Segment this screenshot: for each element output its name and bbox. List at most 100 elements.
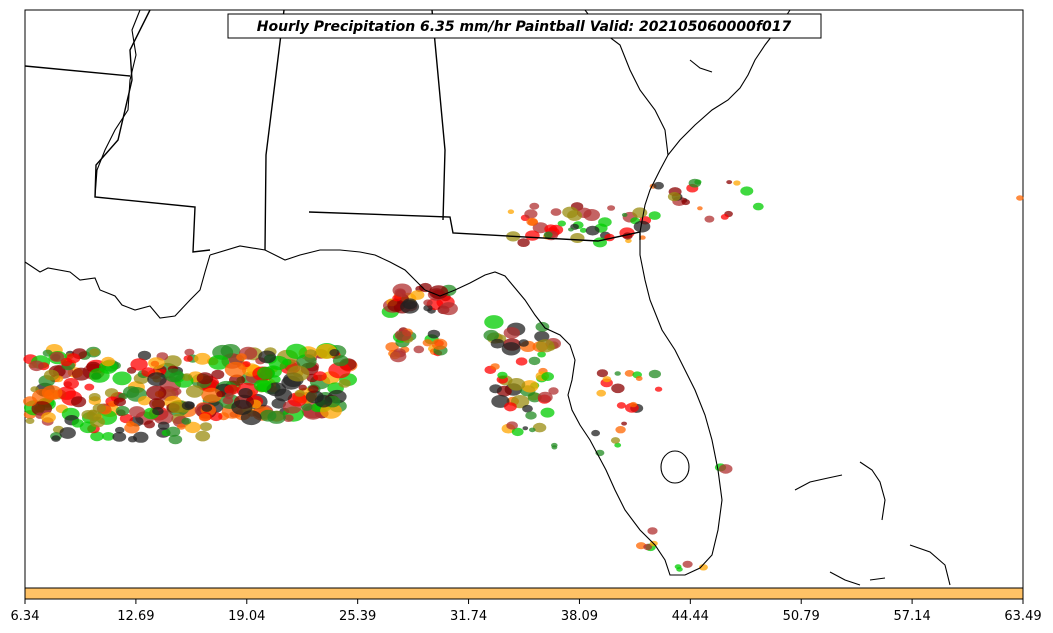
paintball-blob	[551, 442, 558, 448]
paintball-blob	[653, 181, 664, 190]
paintball-blob	[260, 409, 277, 422]
paintball-blob	[157, 421, 170, 430]
paintball-blob	[201, 387, 223, 403]
paintball-blob	[532, 422, 547, 433]
paintball-blob	[308, 385, 319, 393]
paintball-blob	[201, 404, 213, 412]
title-box	[227, 13, 822, 39]
colorbar-tick-label: 12.69	[117, 609, 154, 624]
paintball-blob	[624, 370, 635, 377]
paintball-blob	[31, 401, 53, 416]
paintball-blob	[529, 202, 540, 210]
paintball-blob	[49, 351, 65, 362]
colorbar-tick-label: 38.09	[561, 609, 598, 624]
colorbar-tick-label: 50.79	[783, 609, 820, 624]
paintball-blob	[614, 371, 621, 376]
state-line-ga-fl	[308, 211, 641, 242]
paintball-blob	[183, 355, 193, 362]
paintball-blob	[501, 342, 521, 356]
state-line-ms-al	[94, 9, 211, 253]
paintball-blob	[515, 357, 528, 366]
paintball-blob	[497, 371, 508, 379]
paintball-blob	[524, 209, 538, 219]
paintball-blob	[258, 350, 276, 364]
paintball-blob	[726, 180, 733, 185]
paintball-blob	[184, 421, 201, 434]
paintball-blob	[568, 227, 574, 232]
paintball-blob	[610, 437, 621, 444]
paintball-blob	[89, 368, 110, 383]
paintball-blob	[71, 419, 84, 428]
paintball-blob	[102, 432, 115, 441]
paintball-blob	[23, 396, 38, 407]
paintball-blob	[543, 231, 553, 238]
paintball-blob	[257, 366, 276, 380]
paintball-blob	[198, 413, 211, 422]
mississippi-river	[94, 9, 141, 198]
paintball-blob	[149, 398, 165, 410]
paintball-blob	[413, 345, 425, 354]
paintball-blob	[283, 414, 294, 423]
paintball-blob	[51, 435, 61, 442]
paintball-blob	[146, 385, 167, 400]
bahamas-4	[829, 571, 861, 586]
paintball-blob	[540, 407, 555, 418]
paintball-blob	[504, 402, 517, 412]
paintball-blob	[674, 564, 682, 570]
paintball-blob	[733, 180, 741, 186]
paintball-blob	[526, 217, 538, 226]
paintball-blob	[84, 383, 95, 391]
paintball-blob	[25, 417, 35, 424]
paintball-blob	[137, 396, 151, 406]
paintball-blob	[427, 329, 441, 339]
paintball-blob	[128, 436, 137, 443]
paintball-blob	[194, 352, 211, 365]
paintball-blob	[208, 355, 230, 370]
paintball-blob	[570, 233, 585, 243]
paintball-blob	[332, 355, 349, 367]
paintball-blob	[72, 367, 91, 381]
paintball-blob	[253, 379, 272, 392]
paintball-blob	[635, 376, 643, 381]
paintball-blob	[329, 349, 340, 357]
paintball-blob	[231, 399, 253, 415]
paintball-blob	[410, 290, 425, 300]
paintball-blob	[44, 369, 59, 381]
paintball-blob	[385, 342, 399, 352]
atlantic-coast	[639, 9, 791, 233]
paintball-blob	[439, 302, 458, 316]
paintball-blob	[633, 220, 651, 233]
paintball-blob	[130, 358, 148, 371]
state-line-tn-ms	[24, 65, 131, 77]
paintball-blob	[718, 464, 733, 474]
paintball-blob	[147, 372, 167, 387]
paintball-blob	[567, 210, 583, 221]
paintball-blob	[611, 383, 625, 394]
paintball-blob	[113, 397, 127, 407]
paintball-blob	[29, 360, 44, 372]
paintball-blob	[591, 429, 600, 437]
paintball-blob	[60, 357, 73, 367]
paintball-blob	[168, 434, 183, 445]
paintball-blob	[150, 360, 160, 367]
colorbar-tick-label: 25.39	[339, 609, 376, 624]
paintball-blob	[266, 382, 287, 397]
bahamas-5	[869, 577, 886, 581]
paintball-blob	[115, 426, 125, 434]
paintball-blob	[525, 230, 540, 241]
paintball-blob	[521, 380, 539, 393]
paintball-blob	[639, 235, 646, 240]
paintball-blob	[596, 389, 606, 397]
paintball-blob	[688, 178, 701, 188]
paintball-blob	[104, 388, 119, 398]
paintball-blob	[517, 238, 530, 248]
paintball-blob	[654, 386, 663, 392]
paintball-blob	[681, 199, 690, 206]
paintball-blob	[133, 431, 149, 443]
colorbar-tick-label: 57.14	[894, 609, 931, 624]
paintball-blob	[314, 394, 333, 408]
paintball-blob	[506, 421, 518, 430]
paintball-blob	[525, 411, 537, 420]
bahamas-3	[909, 544, 951, 586]
paintball-blob	[643, 543, 653, 551]
